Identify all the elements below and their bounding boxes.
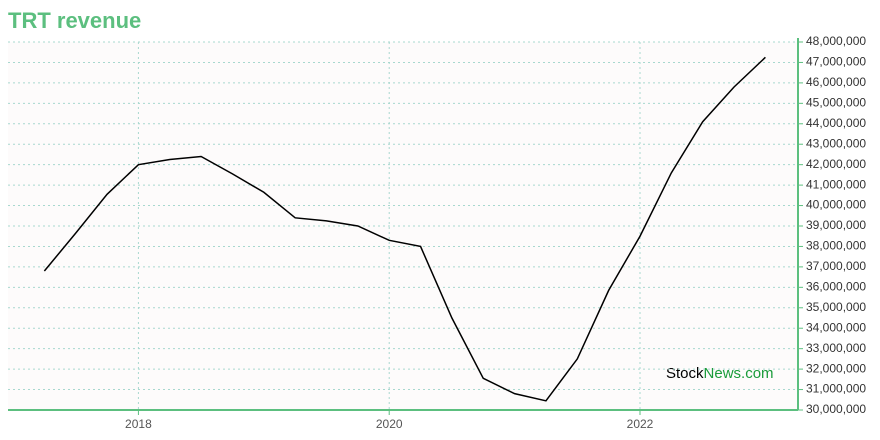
y-tick-label: 47,000,000 xyxy=(806,55,866,69)
y-tick-label: 42,000,000 xyxy=(806,157,866,171)
watermark-right: News.com xyxy=(704,365,774,382)
y-tick-label: 37,000,000 xyxy=(806,259,866,273)
x-tick-label: 2022 xyxy=(627,417,654,431)
y-tick-label: 32,000,000 xyxy=(806,361,866,375)
y-tick-label: 39,000,000 xyxy=(806,218,866,232)
y-tick-label: 36,000,000 xyxy=(806,280,866,294)
y-tick-label: 34,000,000 xyxy=(806,320,866,334)
y-tick-label: 48,000,000 xyxy=(806,34,866,48)
y-tick-label: 45,000,000 xyxy=(806,96,866,110)
y-tick-label: 40,000,000 xyxy=(806,198,866,212)
watermark: StockNews.com xyxy=(666,365,774,382)
y-tick-label: 31,000,000 xyxy=(806,382,866,396)
y-tick-label: 43,000,000 xyxy=(806,136,866,150)
y-tick-label: 46,000,000 xyxy=(806,75,866,89)
chart-title: TRT revenue xyxy=(8,8,141,33)
line-series xyxy=(43,56,766,402)
x-tick-label: 2020 xyxy=(376,417,403,431)
y-tick-label: 33,000,000 xyxy=(806,341,866,355)
y-tick-label: 44,000,000 xyxy=(806,116,866,130)
x-tick-label: 2018 xyxy=(125,417,152,431)
y-tick-label: 41,000,000 xyxy=(806,177,866,191)
y-tick-label: 35,000,000 xyxy=(806,300,866,314)
y-tick-label: 30,000,000 xyxy=(806,402,866,416)
y-tick-label: 38,000,000 xyxy=(806,239,866,253)
watermark-left: Stock xyxy=(666,365,704,382)
